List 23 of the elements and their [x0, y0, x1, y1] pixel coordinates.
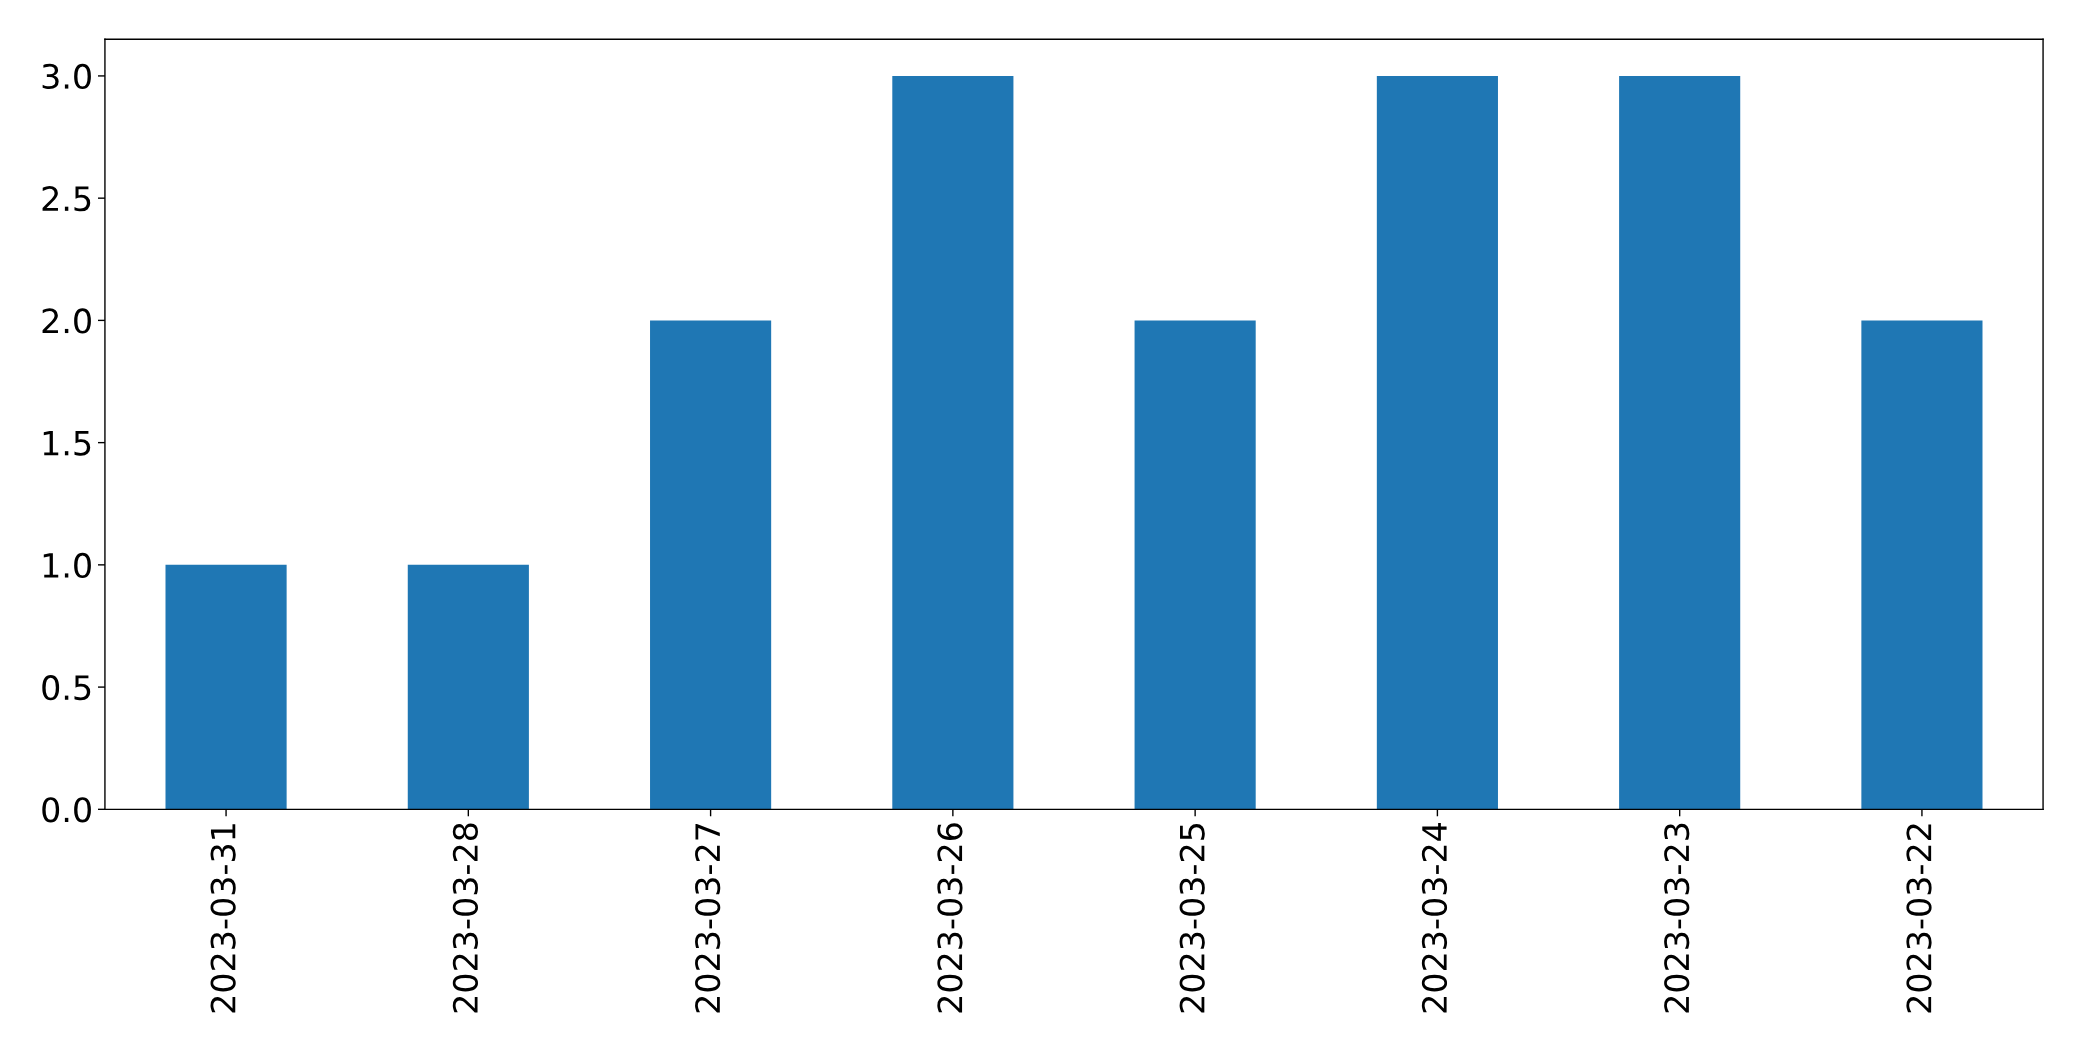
y-tick-label: 2.5: [42, 186, 91, 212]
y-tick-label: 1.0: [43, 552, 91, 578]
y-tick-label: 3.0: [42, 63, 91, 90]
x-tick-label: 2023-03-26: [937, 823, 963, 1013]
bar: [407, 564, 529, 810]
y-tick-label: 0.5: [42, 675, 91, 701]
bar: [165, 564, 287, 810]
x-tick-label: 2023-03-24: [1421, 823, 1448, 1013]
x-tick-label: 2023-03-25: [1179, 824, 1205, 1013]
bar: [1376, 75, 1498, 810]
bar: [1134, 320, 1256, 810]
bar: [1861, 320, 1983, 810]
bar: [892, 75, 1014, 810]
x-tick-label: 2023-03-31: [210, 824, 236, 1013]
x-tick-label: 2023-03-22: [1906, 824, 1932, 1013]
bar: [1619, 75, 1741, 810]
x-tick-label: 2023-03-28: [452, 823, 478, 1013]
x-tick-label: 2023-03-23: [1664, 823, 1690, 1013]
y-tick-label: 1.5: [43, 430, 91, 456]
y-tick-label: 2.0: [42, 308, 91, 334]
bar: [650, 320, 772, 810]
x-tick-label: 2023-03-27: [695, 823, 721, 1013]
y-tick-label: 0.0: [42, 797, 91, 823]
